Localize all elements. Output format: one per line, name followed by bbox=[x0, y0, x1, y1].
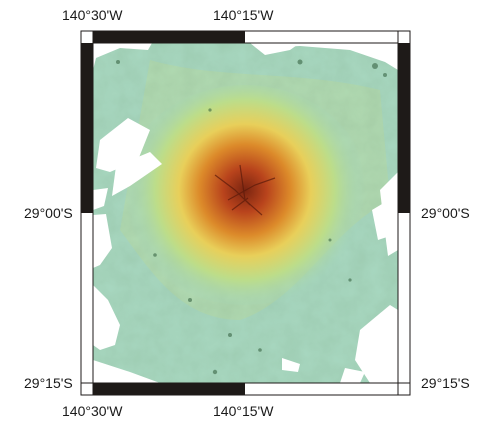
frame-top-dark-segment bbox=[93, 31, 245, 43]
seafloor-texture bbox=[116, 59, 387, 375]
seamount-relief bbox=[120, 85, 370, 305]
frame-left-dark-segment bbox=[81, 43, 93, 213]
frame-right-dark-segment bbox=[398, 43, 410, 213]
label-lon-top-mid: 140°15'W bbox=[213, 7, 274, 23]
no-data-areas bbox=[93, 43, 398, 383]
label-lon-bottom-mid: 140°15'W bbox=[213, 403, 274, 419]
label-lat-right-mid: 29°00'S bbox=[421, 205, 470, 221]
frame-bottom-dark-segment bbox=[93, 383, 245, 395]
label-lat-right-bottom: 29°15'S bbox=[421, 375, 470, 391]
label-lon-top-left: 140°30'W bbox=[62, 7, 123, 23]
label-lon-bottom-left: 140°30'W bbox=[62, 403, 123, 419]
label-lat-left-mid: 29°00'S bbox=[24, 205, 73, 221]
label-lat-left-bottom: 29°15'S bbox=[24, 375, 73, 391]
